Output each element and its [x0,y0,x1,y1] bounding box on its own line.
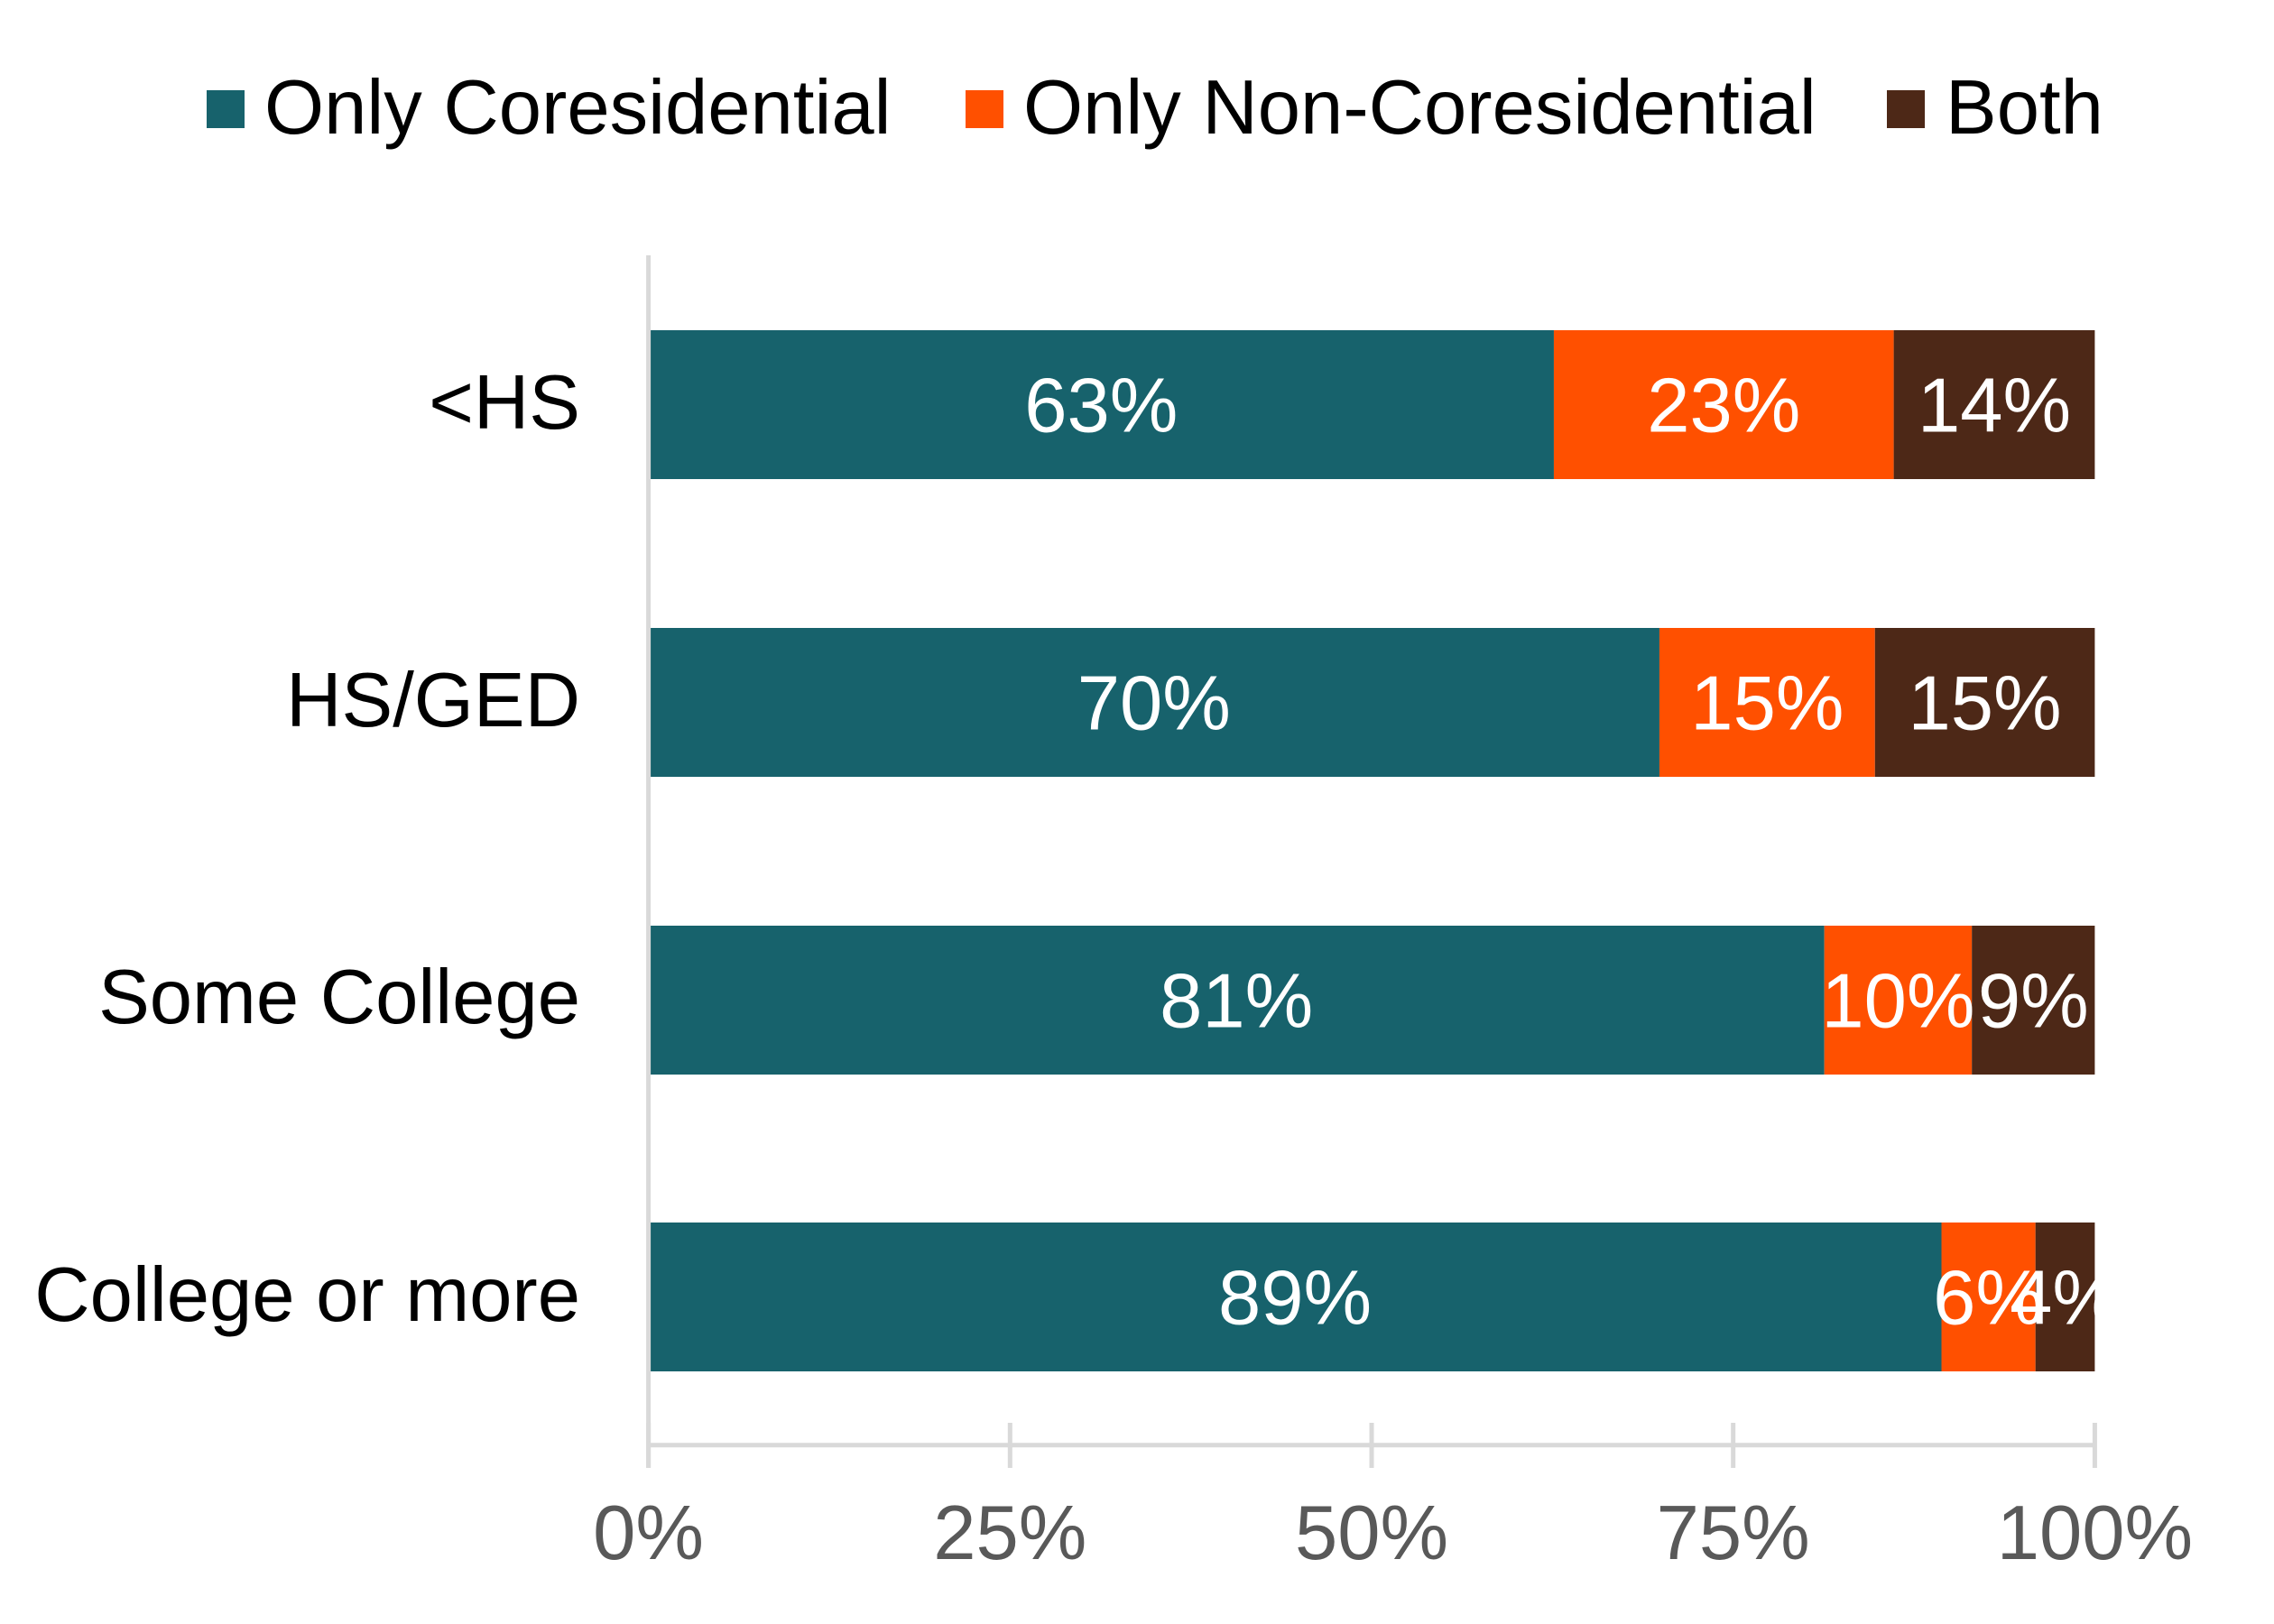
data-label-both-less-than-hs: 14% [1918,364,2071,449]
category-label-less-than-hs: <HS [429,360,580,446]
data-label-only-coresidential-hs-ged: 70% [1077,661,1231,747]
bar-segment-only-coresidential-college-or-more [648,1223,1942,1371]
legend-swatch-only-non-coresidential [966,90,1003,128]
bar-segment-both-hs-ged [1874,628,2095,777]
legend-item-only-non-coresidential: Only Non-Coresidential [966,65,1816,151]
data-label-only-non-coresidential-less-than-hs: 23% [1647,364,1800,449]
data-label-only-non-coresidential-hs-ged: 15% [1690,661,1844,747]
data-label-only-coresidential-college-or-more: 89% [1218,1256,1372,1342]
data-label-only-non-coresidential-some-college: 10% [1821,959,1974,1045]
legend-item-only-coresidential: Only Coresidential [207,65,892,151]
x-tick-label-50: 50% [1295,1490,1448,1576]
data-label-both-some-college: 9% [1978,959,2089,1045]
bar-segment-only-coresidential-less-than-hs [648,330,1554,479]
bar-segment-only-coresidential-some-college [648,926,1825,1075]
x-tick-label-25: 25% [933,1490,1086,1576]
x-tick-label-100: 100% [1997,1490,2193,1576]
data-label-both-hs-ged: 15% [1909,661,2062,747]
category-labels: <HS HS/GED Some College College or more [34,360,580,1338]
bar-segment-only-non-coresidential-hs-ged [1659,628,1875,777]
data-label-only-coresidential-less-than-hs: 63% [1024,364,1178,449]
legend-item-both: Both [1887,65,2103,151]
bar-segment-only-non-coresidential-less-than-hs [1553,330,1894,479]
data-label-only-non-coresidential-college-or-more: 6% [1933,1256,2044,1342]
bars: 63% 23% 14% 70% 15% 15% 81% 10% 9% 89% 6%4% [648,330,2121,1371]
bar-segment-only-non-coresidential-some-college [1824,926,1973,1075]
legend-swatch-both [1887,90,1925,128]
bar-segment-both-college-or-more [2035,1223,2095,1371]
data-label-both-college-or-more: 4% [2010,1256,2121,1342]
x-axis-tick-labels: 0% 25% 50% 75% 100% [593,1490,2193,1576]
category-label-some-college: Some College [98,955,580,1040]
bar-segment-only-non-coresidential-college-or-more [1941,1223,2036,1371]
legend: Only Coresidential Only Non-Coresidentia… [207,65,2103,151]
legend-label-only-non-coresidential: Only Non-Coresidential [1023,65,1816,151]
x-tick-label-75: 75% [1657,1490,1810,1576]
category-label-college-or-more: College or more [34,1252,580,1338]
legend-swatch-only-coresidential [207,90,245,128]
x-axis-ticks [646,1423,2097,1468]
bar-segment-only-coresidential-hs-ged [648,628,1659,777]
bar-segment-both-less-than-hs [1893,330,2095,479]
data-label-only-coresidential-some-college: 81% [1160,959,1313,1045]
category-label-hs-ged: HS/GED [286,658,580,743]
x-tick-label-0: 0% [593,1490,704,1576]
bar-segment-both-some-college [1972,926,2095,1075]
legend-label-both: Both [1946,65,2103,151]
legend-label-only-coresidential: Only Coresidential [264,65,892,151]
